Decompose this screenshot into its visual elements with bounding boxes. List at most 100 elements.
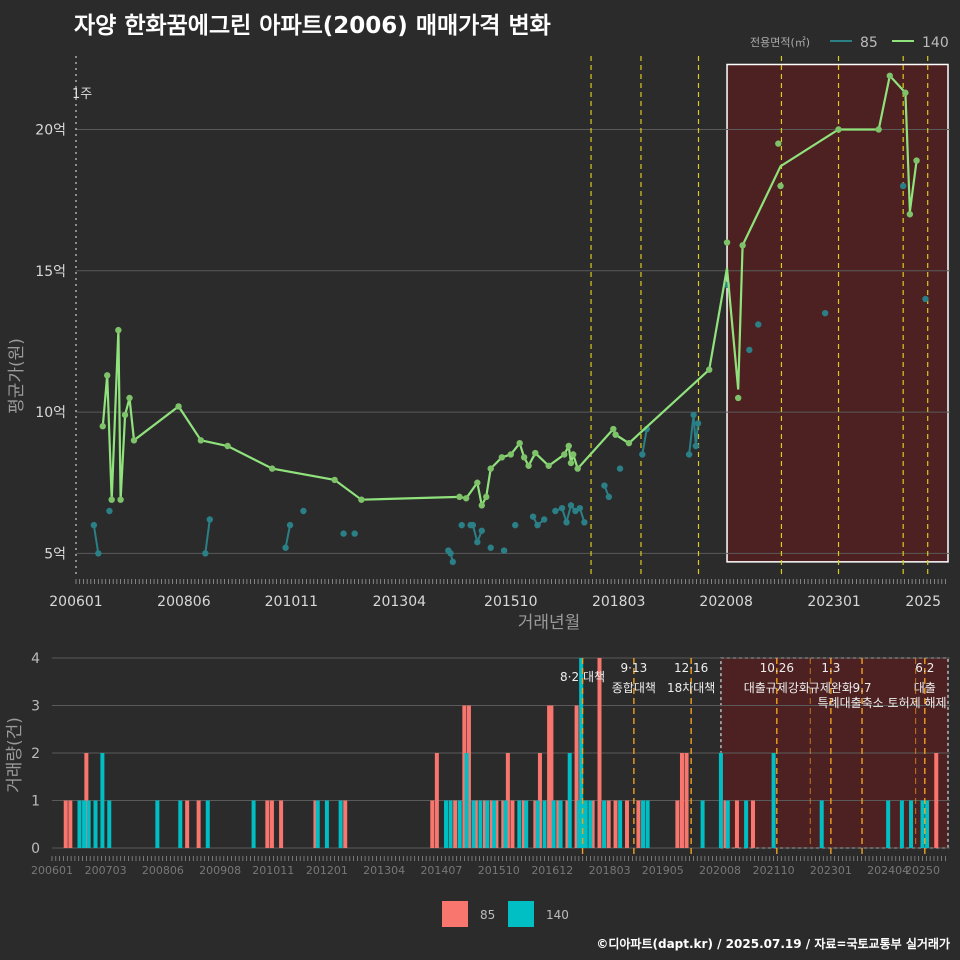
volume-bar-85	[597, 658, 602, 848]
series-140-point	[906, 211, 914, 218]
series-85-point	[90, 521, 98, 529]
volume-bar-85	[265, 800, 270, 848]
series-140-point	[175, 403, 182, 410]
series-85-point	[449, 558, 457, 566]
series-85-point	[286, 521, 294, 529]
volume-x-tick-label: 201905	[642, 864, 684, 877]
volume-x-tick-label: 202301	[810, 864, 852, 877]
volume-x-tick-label: 201201	[306, 864, 348, 877]
series-85-segment	[641, 428, 648, 455]
volume-bar-85	[482, 800, 487, 848]
volume-bar-140	[819, 800, 824, 848]
series-140-point	[875, 126, 882, 133]
volume-bar-85	[279, 800, 284, 848]
volume-bar-140	[457, 800, 462, 848]
volume-bar-85	[430, 800, 435, 848]
series-85-point	[755, 321, 762, 328]
series-140-point	[269, 465, 276, 472]
volume-x-tick-label: 201304	[363, 864, 405, 877]
legend-85-text: 85	[480, 908, 495, 922]
volume-bar-140	[583, 800, 588, 848]
volume-bar-85	[68, 800, 73, 848]
x-tick-label: 200806	[157, 594, 211, 610]
volume-y-tick-label: 0	[31, 841, 40, 857]
volume-bar-85	[606, 800, 611, 848]
series-85-point	[500, 547, 508, 554]
volume-x-tick-label: 201612	[531, 864, 573, 877]
volume-bar-85	[466, 705, 471, 848]
annotation-label: 1주	[72, 87, 92, 102]
series-85-point	[206, 516, 213, 523]
volume-bar-140	[618, 800, 623, 848]
volume-y-tick-label: 1	[31, 794, 40, 810]
volume-bar-140	[535, 800, 540, 848]
volume-bar-140	[551, 800, 556, 848]
series-140-point	[224, 442, 231, 450]
series-140-point	[104, 372, 111, 379]
volume-y-tick-label: 3	[31, 699, 40, 715]
volume-bar-140	[581, 800, 586, 848]
series-140-point	[520, 454, 528, 461]
volume-bar-85	[734, 800, 739, 848]
x-tick-label: 201803	[592, 594, 645, 610]
volume-bar-140	[744, 800, 749, 848]
volume-bar-85	[624, 800, 629, 848]
series-140-point	[108, 496, 115, 503]
series-85-point	[300, 507, 307, 515]
series-85-segment	[284, 524, 292, 548]
policy-name-label: 8·2 대책	[560, 669, 605, 684]
series-85-point	[567, 502, 575, 509]
policy-name-label: 9.7	[852, 681, 871, 695]
volume-bar-140	[517, 800, 522, 848]
series-140-point	[610, 425, 617, 433]
volume-bar-85	[501, 800, 506, 848]
series-140-point	[777, 182, 784, 190]
series-140-point	[474, 479, 481, 486]
volume-bar-140	[899, 800, 904, 848]
series-140-point	[734, 394, 742, 402]
series-140-point	[775, 140, 782, 147]
volume-bar-140	[645, 800, 650, 848]
volume-bar-140	[925, 800, 930, 848]
series-85-point	[534, 521, 541, 529]
x-axis-label: 거래년월	[518, 613, 581, 633]
series-140-point	[723, 239, 731, 246]
volume-bar-140	[718, 753, 723, 848]
volume-x-tick-label: 200601	[31, 864, 73, 877]
series-85-point	[639, 451, 646, 458]
series-85-point	[487, 544, 494, 551]
policy-date-label: 9·13	[621, 661, 648, 675]
volume-bar-85	[494, 800, 499, 848]
series-140-point	[561, 451, 568, 458]
series-140-point	[739, 242, 746, 249]
volume-x-tick-label: 202404	[867, 864, 909, 877]
legend-140-text: 140	[546, 908, 569, 922]
policy-name-label: 종합대책	[612, 680, 656, 695]
series-140-point	[117, 496, 124, 503]
volume-bar-140	[886, 800, 891, 848]
volume-bar-85	[84, 753, 89, 848]
series-140-point	[706, 366, 713, 373]
series-140-point	[565, 442, 572, 450]
series-85-point	[541, 516, 548, 523]
volume-bar-140	[178, 800, 183, 848]
policy-date-label: 10.26	[760, 661, 794, 675]
series-140-point	[478, 502, 485, 509]
volume-bar-85	[590, 800, 595, 848]
volume-bar-140	[324, 800, 329, 848]
series-140-point	[483, 493, 490, 501]
series-85-point	[552, 507, 559, 515]
series-140-point	[507, 451, 514, 458]
series-140-point	[525, 462, 532, 469]
series-140-point	[886, 72, 894, 79]
series-85-point	[95, 550, 102, 557]
series-85-point	[478, 527, 485, 534]
volume-bar-140	[542, 800, 547, 848]
legend-85-swatch	[442, 901, 468, 927]
volume-bar-140	[920, 800, 925, 848]
y-tick-label: 20억	[35, 122, 66, 138]
volume-bar-140	[471, 800, 476, 848]
volume-bar-85	[489, 800, 494, 848]
series-140-point	[121, 411, 129, 419]
volume-bar-140	[315, 800, 320, 848]
